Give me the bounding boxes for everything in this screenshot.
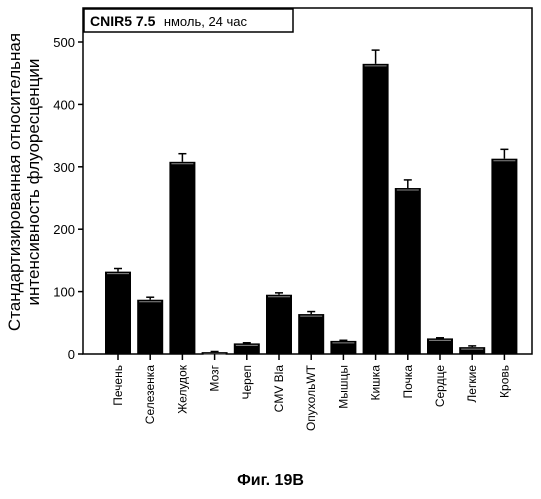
y-tick-label: 300 bbox=[53, 160, 75, 175]
bars bbox=[105, 50, 517, 354]
x-tick-label: CMV Bla bbox=[272, 365, 286, 413]
x-tick-label: ОпухольWT bbox=[304, 364, 318, 431]
y-axis-title-line2: интенсивность флуоресценции bbox=[24, 59, 43, 306]
bar bbox=[266, 295, 292, 354]
y-axis: 0 100 200 300 400 500 bbox=[53, 35, 83, 362]
x-tick-label: Кишка bbox=[369, 365, 383, 401]
bar bbox=[137, 300, 163, 354]
x-tick-label: Селезенка bbox=[143, 365, 157, 425]
y-axis-title-line1: Стандартизированная относительная bbox=[5, 33, 24, 331]
y-tick-label: 400 bbox=[53, 97, 75, 112]
x-tick-label: Почка bbox=[401, 365, 415, 399]
y-tick-label: 500 bbox=[53, 35, 75, 50]
x-tick-label: Сердце bbox=[433, 365, 447, 407]
x-tick-label: Печень bbox=[111, 365, 125, 406]
legend-condition: нмоль, 24 час bbox=[164, 14, 248, 29]
y-tick-label: 200 bbox=[53, 222, 75, 237]
bar bbox=[491, 159, 517, 354]
bar bbox=[298, 314, 324, 354]
x-tick-label: Мышцы bbox=[336, 365, 350, 409]
y-tick-label: 0 bbox=[68, 347, 75, 362]
legend-compound: CNIR5 7.5 bbox=[90, 13, 156, 29]
legend-box: CNIR5 7.5 нмоль, 24 час bbox=[84, 9, 293, 32]
y-tick-label: 100 bbox=[53, 285, 75, 300]
legend-text: CNIR5 7.5 нмоль, 24 час bbox=[90, 13, 248, 30]
x-axis: Печень Селезенка Желудок Мозг Череп CMV Bla Оп… bbox=[111, 354, 511, 431]
y-axis-title: Стандартизированная относительная интенс… bbox=[5, 33, 43, 331]
figure-caption: Фиг. 19B bbox=[0, 472, 541, 490]
bar bbox=[395, 188, 421, 354]
x-tick-label: Мозг bbox=[208, 364, 222, 391]
x-tick-label: Кровь bbox=[497, 365, 511, 398]
bar bbox=[363, 64, 389, 354]
bar bbox=[169, 162, 195, 354]
bar bbox=[459, 347, 485, 354]
x-tick-label: Желудок bbox=[175, 364, 189, 413]
x-tick-label: Череп bbox=[240, 365, 254, 400]
bar bbox=[105, 272, 131, 354]
x-tick-label: Легкие bbox=[465, 365, 479, 403]
